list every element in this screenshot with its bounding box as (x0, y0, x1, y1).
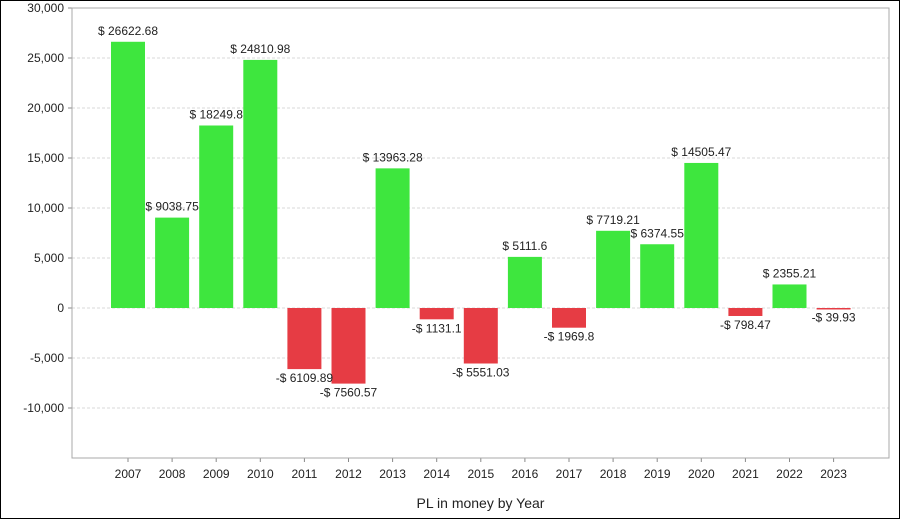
data-label-2007: $ 26622.68 (98, 24, 158, 38)
data-label-2017: -$ 1969.8 (544, 330, 595, 344)
x-tick-label: 2013 (379, 467, 406, 481)
bar-2013 (375, 168, 410, 308)
bar-2011 (287, 308, 322, 370)
data-label-2011: -$ 6109.89 (276, 371, 334, 385)
x-tick-label: 2022 (776, 467, 803, 481)
y-tick-label: 5,000 (34, 251, 64, 265)
data-label-2016: $ 5111.6 (502, 239, 547, 253)
x-tick-label: 2011 (291, 467, 317, 481)
bar-2014 (419, 308, 454, 320)
bar-2023 (816, 308, 851, 310)
data-label-2018: $ 7719.21 (586, 213, 640, 227)
x-tick-label: 2009 (203, 467, 230, 481)
x-tick-label: 2012 (335, 467, 362, 481)
x-tick-label: 2007 (115, 467, 142, 481)
y-tick-label: 25,000 (27, 51, 64, 65)
x-tick-label: 2014 (423, 467, 450, 481)
bar-2020 (684, 162, 719, 308)
bar-2016 (507, 256, 542, 308)
data-label-2008: $ 9038.75 (145, 200, 199, 214)
data-label-2010: $ 24810.98 (230, 42, 290, 56)
x-tick-label: 2016 (512, 467, 539, 481)
data-label-2014: -$ 1131.1 (412, 321, 462, 335)
y-tick-label: -10,000 (23, 401, 64, 415)
data-label-2022: $ 2355.21 (763, 266, 817, 280)
x-tick-label: 2019 (644, 467, 671, 481)
x-tick-label: 2017 (556, 467, 583, 481)
x-tick-label: 2015 (467, 467, 494, 481)
y-tick-label: 20,000 (27, 101, 64, 115)
bars (111, 41, 851, 384)
bar-2022 (772, 284, 807, 308)
x-tick-label: 2008 (159, 467, 186, 481)
data-label-2020: $ 14505.47 (671, 145, 731, 159)
y-tick-label: 10,000 (27, 201, 64, 215)
bar-2007 (111, 41, 145, 309)
x-tick-label: 2021 (732, 467, 759, 481)
x-tick-label: 2010 (247, 467, 274, 481)
bar-2021 (728, 308, 763, 316)
bar-2018 (596, 230, 631, 308)
bar-2017 (552, 308, 586, 328)
data-label-2015: -$ 5551.03 (452, 366, 510, 380)
data-label-2009: $ 18249.8 (190, 108, 244, 122)
bar-2008 (155, 217, 190, 308)
x-axis-ticks: 2007 2008 2009 2010 2011 2012 2013 2014 2015 2016… (115, 458, 847, 481)
y-tick-label: 15,000 (27, 151, 64, 165)
data-label-2021: -$ 798.47 (720, 318, 771, 332)
y-axis-ticks: 30,000 25,000 20,000 15,000 10,000 5,000 0 -5,0… (23, 1, 72, 415)
x-tick-label: 2018 (600, 467, 627, 481)
y-tick-label: 30,000 (27, 1, 64, 15)
data-label-2013: $ 13963.28 (363, 150, 423, 164)
data-label-2012: -$ 7560.57 (320, 386, 378, 400)
data-label-2019: $ 6374.55 (631, 226, 685, 240)
bar-2010 (243, 59, 278, 309)
bar-2015 (463, 308, 498, 364)
data-label-2023: -$ 39.93 (812, 310, 856, 324)
y-tick-label: 0 (57, 301, 64, 315)
bar-2012 (331, 308, 366, 384)
x-tick-label: 2023 (820, 467, 847, 481)
data-labels: $ 26622.68 $ 9038.75 $ 18249.8 $ 24810.98 -$… (98, 24, 856, 400)
bar-2009 (199, 125, 234, 308)
x-tick-label: 2020 (688, 467, 715, 481)
plot-area-border (71, 7, 890, 459)
bar-2019 (640, 244, 675, 308)
x-axis-title: PL in money by Year (417, 495, 545, 511)
y-tick-label: -5,000 (30, 351, 64, 365)
